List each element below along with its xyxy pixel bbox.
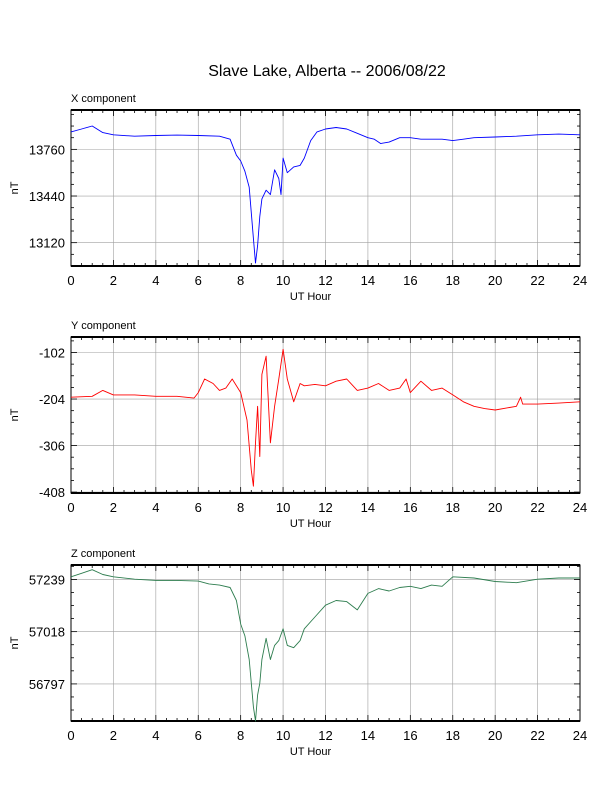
x-tick-label: 12	[318, 728, 332, 743]
x-tick-label: 10	[276, 273, 290, 288]
y-tick-label: -102	[39, 346, 65, 361]
x-tick-label: 20	[488, 728, 502, 743]
x-tick-label: 4	[152, 728, 159, 743]
y-tick-label: 13120	[29, 236, 65, 251]
x-tick-label: 16	[403, 500, 417, 515]
series-line	[70, 348, 581, 487]
x-tick-label: 24	[573, 273, 587, 288]
x-tick-label: 6	[195, 728, 202, 743]
x-tick-label: 18	[446, 273, 460, 288]
x-tick-label: 6	[195, 273, 202, 288]
x-tick-label: 12	[318, 500, 332, 515]
x-tick-label: 4	[152, 500, 159, 515]
x-tick-label: 22	[530, 273, 544, 288]
x-tick-label: 14	[361, 500, 375, 515]
y-tick-label: 57239	[29, 572, 65, 587]
component-label: X component	[71, 93, 136, 105]
y-tick-label: 56797	[29, 677, 65, 692]
x-tick-label: 18	[446, 728, 460, 743]
x-tick-label: 2	[110, 728, 117, 743]
x-tick-label: 0	[67, 500, 74, 515]
figure-title: Slave Lake, Alberta -- 2006/08/22	[208, 63, 446, 80]
y-axis-label: nT	[9, 408, 21, 421]
component-label: Z component	[71, 548, 135, 560]
y-tick-label: 13760	[29, 142, 65, 157]
x-tick-label: 14	[361, 273, 375, 288]
x-tick-label: 10	[276, 728, 290, 743]
y-tick-label: -408	[39, 485, 65, 500]
x-tick-label: 20	[488, 500, 502, 515]
y-tick-label: 13440	[29, 189, 65, 204]
x-tick-label: 18	[446, 500, 460, 515]
x-tick-label: 4	[152, 273, 159, 288]
x-tick-label: 2	[110, 500, 117, 515]
x-tick-label: 24	[573, 500, 587, 515]
x-tick-label: 24	[573, 728, 587, 743]
x-tick-label: 10	[276, 500, 290, 515]
y-tick-label: -306	[39, 439, 65, 454]
x-tick-label: 8	[237, 728, 244, 743]
x-tick-label: 6	[195, 500, 202, 515]
x-tick-label: 12	[318, 273, 332, 288]
y-axis-label: nT	[9, 181, 21, 194]
x-tick-label: 14	[361, 728, 375, 743]
x-tick-label: 22	[530, 728, 544, 743]
x-tick-label: 2	[110, 273, 117, 288]
y-tick-label: -204	[39, 392, 65, 407]
component-label: Y component	[71, 320, 136, 332]
x-tick-label: 16	[403, 273, 417, 288]
x-tick-label: 8	[237, 273, 244, 288]
x-tick-label: 22	[530, 500, 544, 515]
x-tick-label: 0	[67, 273, 74, 288]
x-tick-label: 8	[237, 500, 244, 515]
y-tick-label: 57018	[29, 625, 65, 640]
x-axis-label: UT Hour	[290, 518, 332, 530]
series-line	[70, 125, 581, 264]
x-axis-label: UT Hour	[290, 746, 332, 758]
x-tick-label: 16	[403, 728, 417, 743]
y-axis-label: nT	[9, 636, 21, 649]
series-line	[70, 569, 580, 722]
x-axis-label: UT Hour	[290, 291, 332, 303]
x-tick-label: 20	[488, 273, 502, 288]
x-tick-label: 0	[67, 728, 74, 743]
